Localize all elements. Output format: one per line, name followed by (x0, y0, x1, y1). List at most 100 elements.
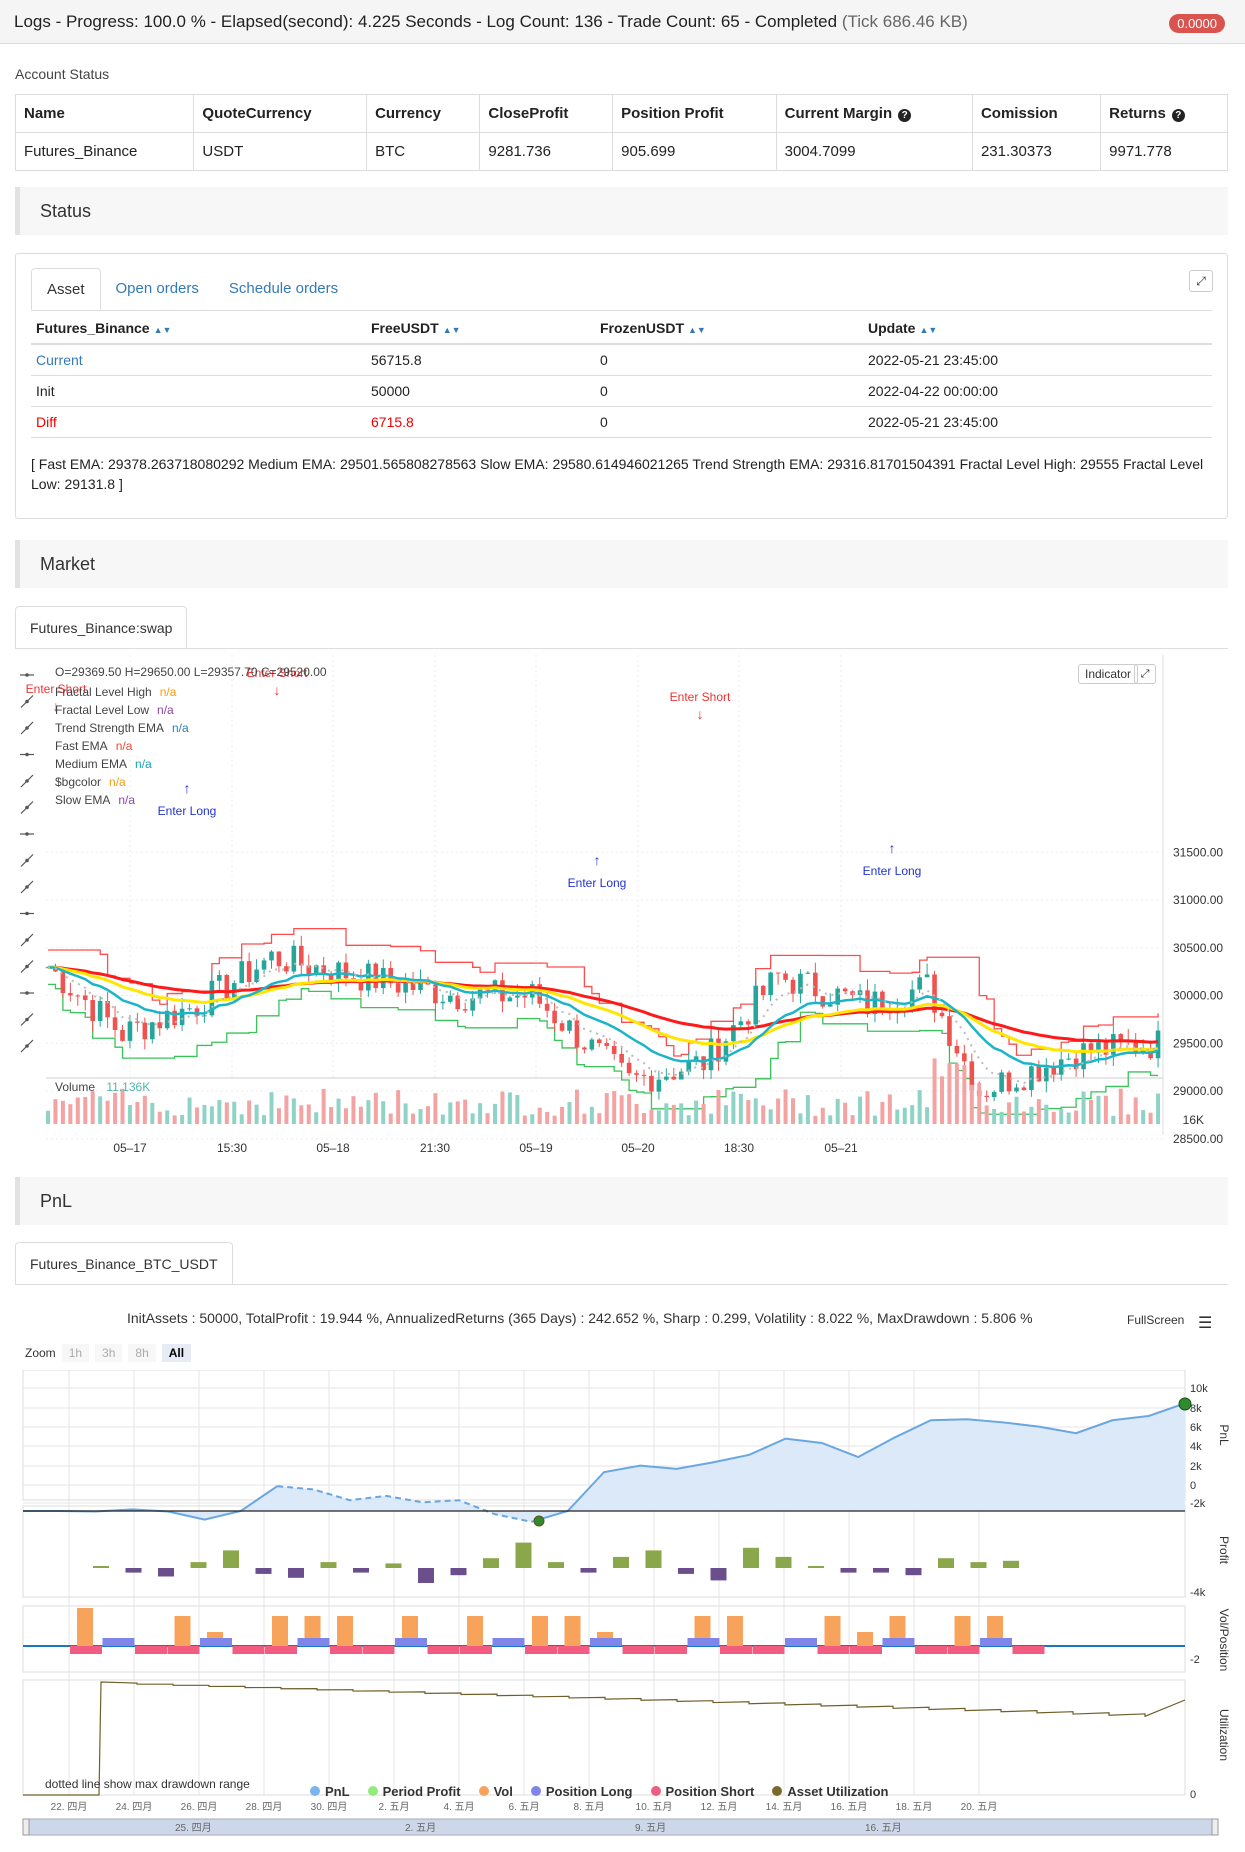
volume-bar (813, 1115, 818, 1124)
col-exchange[interactable]: Futures_Binance ▲▼ (31, 313, 366, 345)
log-status-title: Logs - Progress: 100.0 % - Elapsed(secon… (14, 11, 968, 31)
volume-tick: 16K (1183, 1113, 1204, 1127)
legend-item: Trend Strength EMA n/a (55, 721, 189, 735)
legend-item[interactable]: Vol (478, 1784, 513, 1799)
col-frozenusdt[interactable]: FrozenUSDT ▲▼ (595, 313, 863, 345)
candle (1044, 1058, 1049, 1093)
volume-bar (1066, 1112, 1071, 1124)
tab-schedule-orders[interactable]: Schedule orders (228, 280, 339, 297)
drawing-tool-icon[interactable] (20, 752, 34, 757)
drawing-tool-icon[interactable] (20, 991, 34, 995)
candle (574, 1014, 580, 1054)
drawing-tool-icon[interactable] (20, 854, 34, 867)
col-freeusdt[interactable]: FreeUSDT ▲▼ (366, 313, 595, 345)
position-bar (785, 1638, 817, 1646)
volume-bar (805, 1095, 810, 1124)
candle (649, 1070, 654, 1097)
drawing-tool-icon[interactable] (20, 911, 34, 916)
time-tick: 18:30 (724, 1141, 754, 1155)
volume-bar (150, 1102, 155, 1124)
volume-bar (344, 1108, 348, 1124)
volume-bar (1156, 1093, 1161, 1124)
legend-item[interactable]: Period Profit (367, 1784, 461, 1799)
candle (68, 982, 73, 1002)
nav-tick: 2. 五月 (405, 1822, 436, 1834)
volume-bar (224, 1102, 229, 1124)
svg-text:↑: ↑ (889, 840, 896, 856)
volume-bar (865, 1091, 870, 1124)
legend-item[interactable]: Asset Utilization (772, 1784, 888, 1799)
volume-bar (321, 1088, 326, 1124)
volume-bar (925, 1107, 930, 1124)
time-tick: 05–20 (621, 1141, 655, 1155)
drawing-tool-icon[interactable] (20, 801, 34, 814)
volume-bar (701, 1103, 706, 1124)
tab-open-orders[interactable]: Open orders (115, 280, 199, 297)
market-chart[interactable]: Enter Short↓Enter Short↓ Enter Short↓Ente… (15, 655, 1230, 1165)
nav-handle-left[interactable] (22, 1818, 30, 1836)
profit-bar (840, 1568, 857, 1573)
drawing-tool-icon[interactable] (20, 880, 34, 894)
price-tick: 28500.00 (1173, 1132, 1223, 1146)
drawing-tool-icon[interactable] (20, 774, 34, 788)
zoom-3h[interactable]: 3h (95, 1344, 123, 1362)
vol-bar (174, 1616, 191, 1646)
candle (611, 1040, 617, 1060)
volume-bar (366, 1100, 371, 1124)
row-label-diff: Diff (31, 406, 366, 438)
date-tick: 18. 五月 (896, 1801, 933, 1813)
position-bar (557, 1646, 590, 1654)
drawing-tool-icon[interactable] (20, 1013, 34, 1026)
zoom-all[interactable]: All (161, 1344, 192, 1362)
position-bar (655, 1646, 687, 1654)
legend-item[interactable]: Position Short (650, 1784, 754, 1799)
tab-market-swap[interactable]: Futures_Binance:swap (15, 606, 188, 648)
candle (455, 992, 461, 1012)
candle (932, 970, 937, 1023)
legend-item[interactable]: PnL (310, 1784, 350, 1799)
candle (582, 1046, 587, 1054)
drawing-tool-icon[interactable] (20, 832, 34, 836)
tab-pnl-symbol[interactable]: Futures_Binance_BTC_USDT (15, 1242, 233, 1284)
volume-bar (552, 1115, 557, 1124)
volume-bar (977, 1082, 982, 1124)
drawing-tool-icon[interactable] (20, 695, 34, 708)
indicator-button[interactable]: Indicator (1078, 664, 1139, 684)
volume-bar (440, 1114, 445, 1124)
volume-bar (999, 1111, 1004, 1124)
volume-bar (574, 1089, 579, 1124)
volume-bar (1059, 1109, 1064, 1124)
zoom-1h[interactable]: 1h (61, 1344, 90, 1362)
help-icon[interactable]: ? (898, 109, 912, 122)
drawing-tool-icon[interactable] (20, 673, 34, 677)
pnl-chart[interactable]: 10k 8k 6k 4k 2k 0 -2k -4k -2 0 PnL Profit Vol/Positi… (15, 1370, 1230, 1840)
menu-icon[interactable]: ☰ (1198, 1315, 1213, 1332)
fullscreen-button[interactable]: FullScreen (1127, 1313, 1185, 1327)
col-update[interactable]: Update ▲▼ (863, 313, 1212, 345)
date-tick: 4. 五月 (443, 1801, 474, 1813)
zoom-8h[interactable]: 8h (128, 1344, 156, 1362)
axis-title: PnL (1217, 1424, 1230, 1446)
volume-bar (507, 1092, 512, 1124)
cell-quote: USDT (193, 132, 368, 171)
fullscreen-icon[interactable]: ⤢ (1134, 664, 1156, 684)
volume-bar (455, 1101, 460, 1124)
candle (1051, 1062, 1057, 1082)
drawing-tool-icon[interactable] (20, 933, 34, 947)
nav-handle-right[interactable] (1211, 1818, 1219, 1836)
volume-bar (530, 1114, 535, 1124)
time-tick: 05–21 (824, 1141, 858, 1155)
candle (1029, 1065, 1034, 1097)
tab-asset[interactable]: Asset (31, 268, 101, 310)
position-bar (232, 1646, 265, 1654)
profit-bar (905, 1568, 922, 1576)
expand-icon[interactable]: ⤢ (1189, 270, 1213, 292)
col-currency: Currency (366, 94, 481, 133)
row-label-current[interactable]: Current (31, 344, 366, 376)
position-bar (882, 1638, 915, 1646)
drawing-tool-icon[interactable] (20, 960, 34, 973)
help-icon[interactable]: ? (1171, 109, 1185, 122)
legend-item[interactable]: Position Long (530, 1784, 633, 1799)
drawing-tool-icon[interactable] (20, 1039, 34, 1053)
drawing-tool-icon[interactable] (20, 721, 34, 735)
